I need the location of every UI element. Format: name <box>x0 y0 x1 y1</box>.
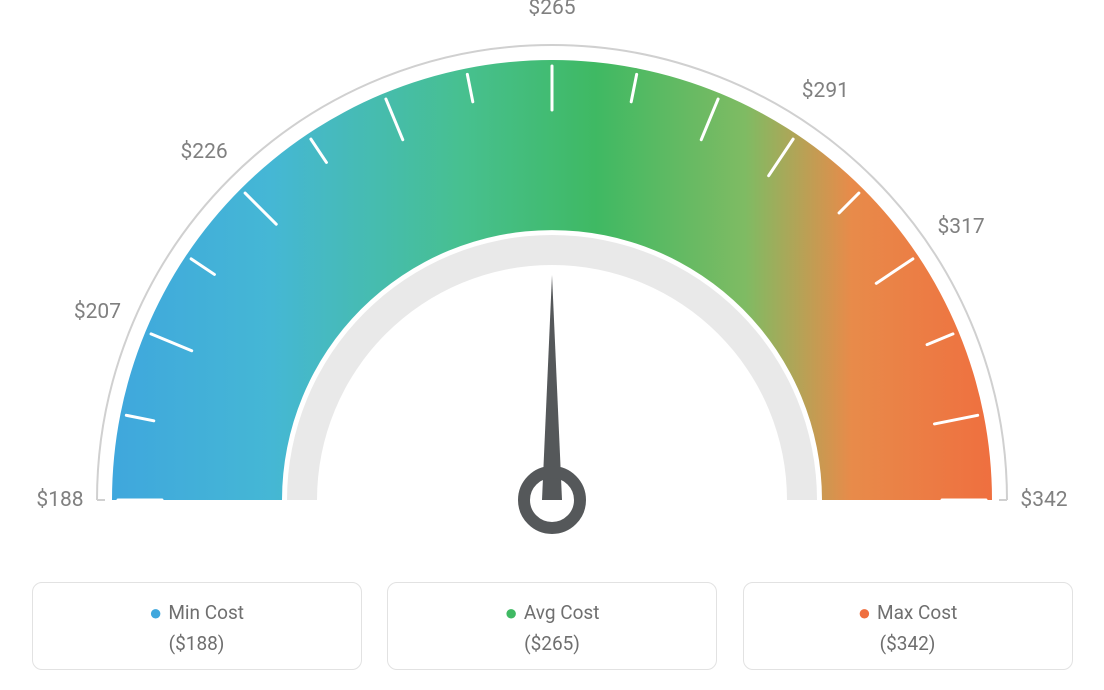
legend-card-avg: ● Avg Cost ($265) <box>387 582 717 670</box>
gauge-tick-label: $317 <box>937 215 984 239</box>
legend-card-min: ● Min Cost ($188) <box>32 582 362 670</box>
cost-gauge: $188 $207 $226 $265 $291 $317 $342 <box>0 0 1104 560</box>
legend-label-max: ● Max Cost <box>754 601 1062 624</box>
legend-row: ● Min Cost ($188) ● Avg Cost ($265) ● Max C… <box>0 582 1104 670</box>
legend-card-max: ● Max Cost ($342) <box>743 582 1073 670</box>
legend-text-avg: Avg Cost <box>524 601 600 624</box>
legend-label-min: ● Min Cost <box>43 601 351 624</box>
gauge-tick-label: $207 <box>74 300 121 324</box>
dot-icon: ● <box>858 601 871 626</box>
dot-icon: ● <box>149 601 162 626</box>
legend-value-min: ($188) <box>43 632 351 655</box>
dot-icon: ● <box>505 601 518 626</box>
legend-value-avg: ($265) <box>398 632 706 655</box>
gauge-tick-label: $342 <box>1020 488 1067 512</box>
legend-text-max: Max Cost <box>877 601 957 624</box>
legend-label-avg: ● Avg Cost <box>398 601 706 624</box>
legend-value-max: ($342) <box>754 632 1062 655</box>
legend-text-min: Min Cost <box>168 601 244 624</box>
gauge-tick-label: $226 <box>180 140 227 164</box>
gauge-tick-label: $188 <box>36 488 83 512</box>
gauge-tick-label: $291 <box>802 79 849 103</box>
gauge-tick-label: $265 <box>528 0 575 20</box>
gauge-svg <box>0 0 1104 560</box>
